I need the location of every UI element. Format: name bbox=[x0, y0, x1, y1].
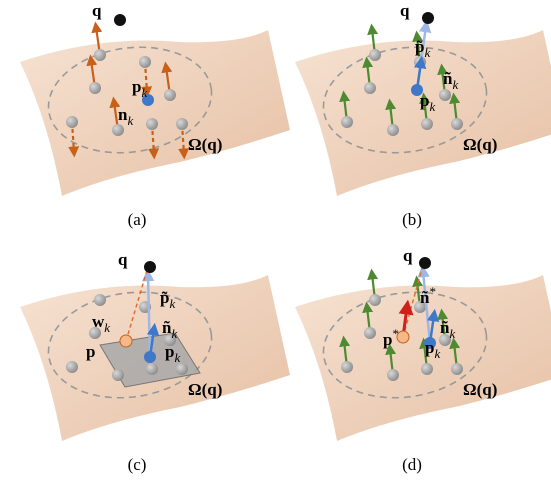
query-dot bbox=[144, 261, 156, 273]
label: q bbox=[118, 250, 128, 269]
subscript: k bbox=[127, 113, 133, 128]
subscript: k bbox=[424, 45, 430, 60]
neighbor-point bbox=[94, 294, 106, 306]
neighbor-point bbox=[66, 116, 78, 128]
label: Ω(q) bbox=[463, 380, 497, 399]
subscript: k bbox=[104, 320, 110, 335]
subscript: k bbox=[449, 326, 455, 341]
neighbor-point bbox=[364, 82, 376, 94]
subscript: k bbox=[434, 346, 440, 361]
neighbor-point bbox=[112, 124, 124, 136]
superscript: * bbox=[429, 284, 436, 299]
subscript: k bbox=[171, 326, 177, 341]
neighbor-point bbox=[89, 82, 101, 94]
label: Ω(q) bbox=[188, 135, 222, 154]
neighbor-point bbox=[387, 124, 399, 136]
neighbor-point bbox=[451, 363, 463, 375]
superscript: * bbox=[392, 326, 399, 341]
figure: qpknkΩ(q)(a)qp̃kñkpkΩ(q)(b)qp̃kwkñkppkΩ(… bbox=[0, 0, 551, 489]
neighbor-point bbox=[364, 327, 376, 339]
panel: qñ*ñkp*pkΩ(q)(d) bbox=[295, 246, 551, 474]
caption: (d) bbox=[402, 455, 422, 474]
neighbor-point bbox=[146, 363, 158, 375]
neighbor-point bbox=[139, 56, 151, 68]
label: q bbox=[92, 1, 102, 20]
caption: (b) bbox=[402, 210, 422, 229]
label: Ω(q) bbox=[188, 380, 222, 399]
neighbor-point bbox=[439, 89, 451, 101]
neighbor-point bbox=[66, 361, 78, 373]
neighbor-point bbox=[421, 118, 433, 130]
subscript: k bbox=[141, 85, 147, 100]
center-point bbox=[144, 351, 156, 363]
label: q bbox=[403, 246, 413, 265]
neighbor-point bbox=[387, 369, 399, 381]
neighbor-point bbox=[94, 49, 106, 61]
neighbor-point bbox=[341, 116, 353, 128]
neighbor-point bbox=[341, 361, 353, 373]
label: Ω(q) bbox=[463, 135, 497, 154]
neighbor-point bbox=[176, 118, 188, 130]
subscript: k bbox=[429, 99, 435, 114]
label: q bbox=[400, 1, 410, 20]
neighbor-point bbox=[369, 49, 381, 61]
neighbor-point bbox=[112, 369, 124, 381]
caption: (c) bbox=[128, 455, 147, 474]
subscript: k bbox=[174, 350, 180, 365]
projected-point bbox=[120, 335, 132, 347]
neighbor-point bbox=[421, 363, 433, 375]
subscript: k bbox=[169, 296, 175, 311]
neighbor-point bbox=[164, 89, 176, 101]
query-dot bbox=[419, 257, 431, 269]
neighbor-point bbox=[451, 118, 463, 130]
neighbor-point bbox=[146, 118, 158, 130]
label: p bbox=[86, 342, 95, 361]
query-dot bbox=[114, 14, 126, 26]
surface bbox=[20, 30, 290, 196]
subscript: k bbox=[452, 77, 458, 92]
neighbor-point bbox=[369, 294, 381, 306]
caption: (a) bbox=[128, 210, 147, 229]
query-dot bbox=[422, 12, 434, 24]
